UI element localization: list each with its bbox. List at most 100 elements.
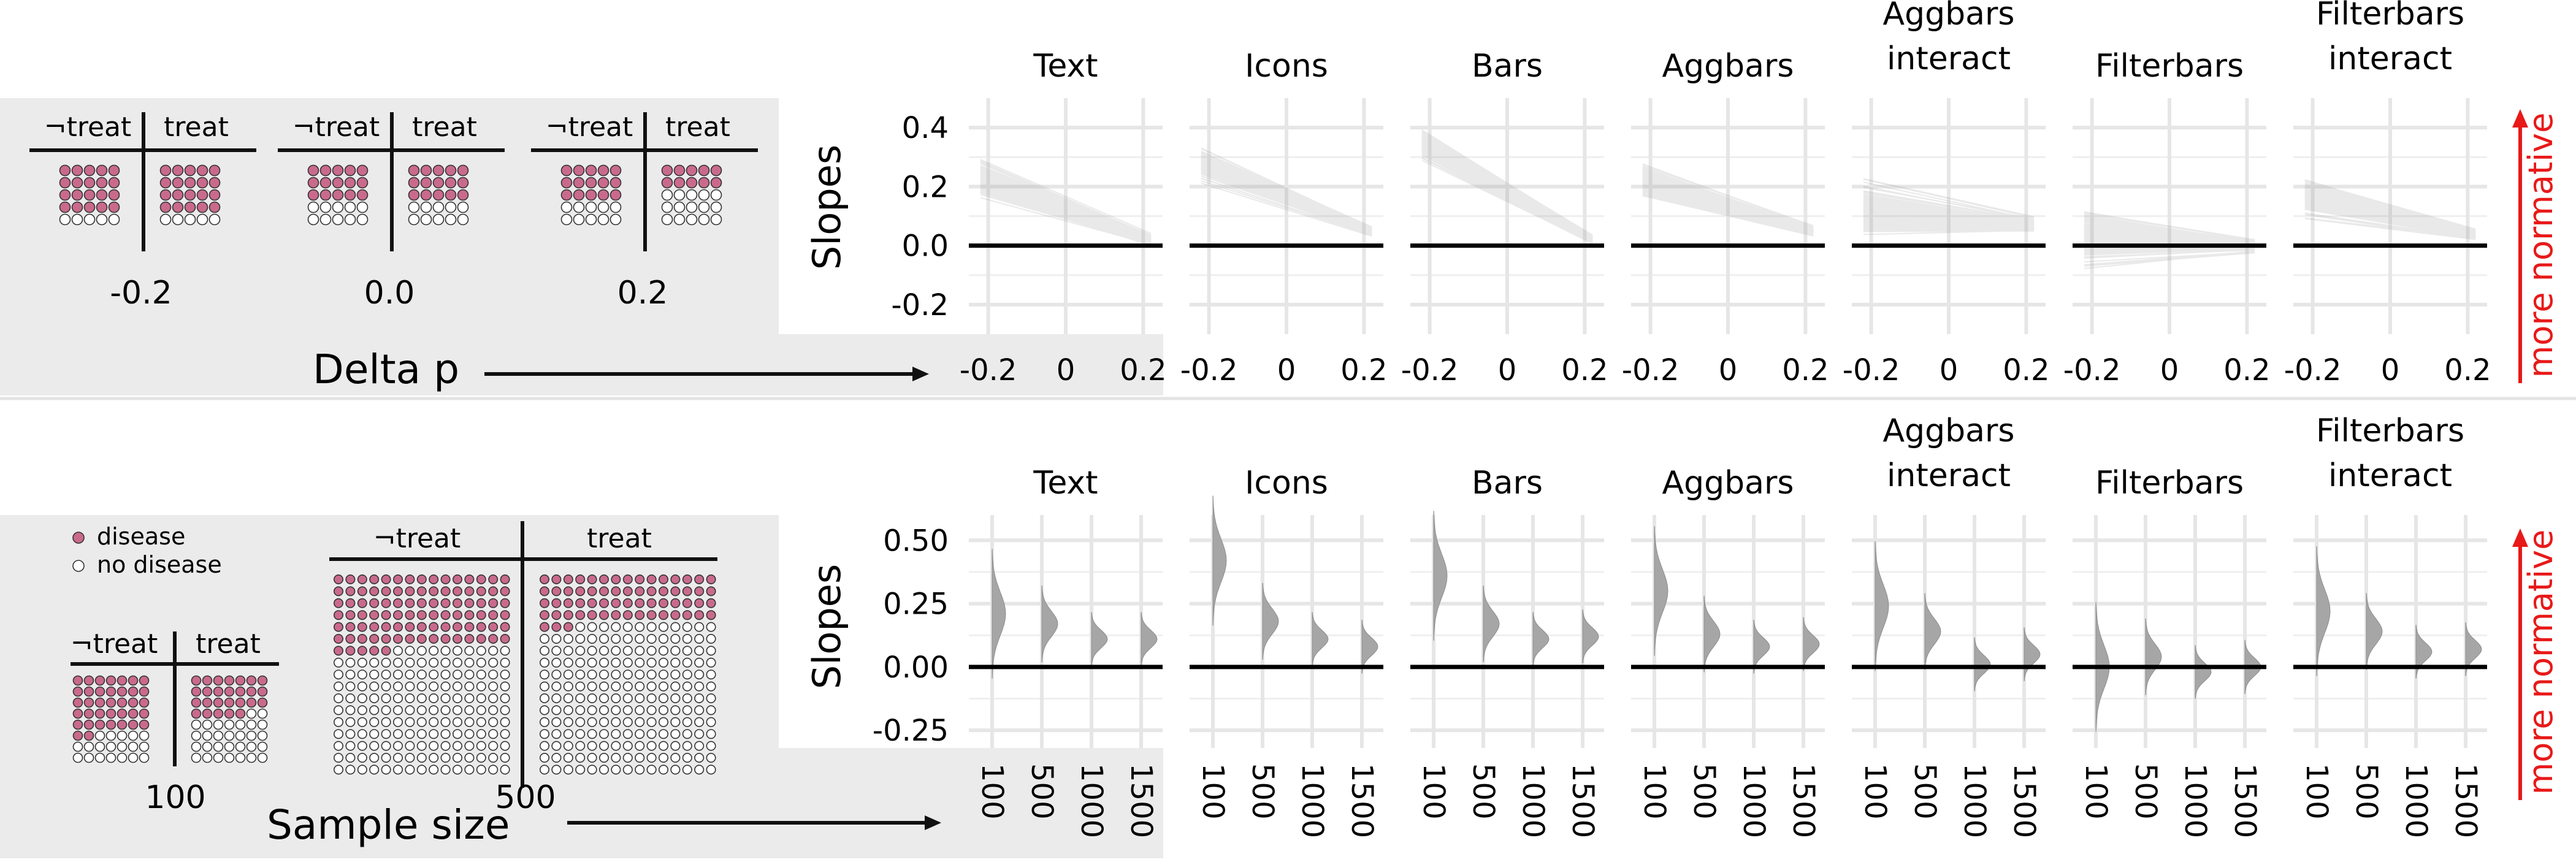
no-disease-dot: [345, 669, 356, 680]
panel-title-top: Text: [1033, 48, 1098, 85]
slope-line: [1421, 136, 1593, 238]
disease-dot: [59, 164, 71, 177]
disease-dot: [83, 697, 94, 708]
slope-line: [1642, 182, 1814, 232]
slope-line: [1863, 197, 2035, 222]
slope-line: [1201, 172, 1372, 234]
no-disease-dot: [416, 669, 427, 680]
slope-line: [1863, 210, 2035, 227]
slope-line: [2084, 231, 2255, 246]
slope-line: [1421, 146, 1593, 240]
no-disease-dot: [476, 765, 486, 775]
slope-line: [1863, 204, 2035, 224]
no-disease-dot: [488, 657, 499, 668]
slope-line: [1201, 172, 1372, 234]
slope-line: [1642, 169, 1814, 230]
disease-dot: [332, 189, 344, 201]
x-tick-label-top: -0.2: [1180, 353, 1238, 387]
slope-line: [980, 168, 1152, 237]
disease-dot: [224, 686, 235, 697]
slope-line: [1863, 211, 2035, 225]
slope-line: [1863, 206, 2035, 226]
slope-lines: [980, 159, 1152, 246]
slope-line: [1863, 229, 2035, 232]
slope-line: [1201, 162, 1372, 232]
no-disease-dot: [710, 189, 722, 201]
disease-dot: [476, 598, 486, 608]
slope-line: [980, 176, 1152, 242]
disease-dot: [500, 598, 510, 608]
slope-line: [2304, 193, 2476, 235]
slope-line: [1863, 202, 2035, 223]
delta-p-example: ¬treat treat-0.2: [29, 112, 256, 311]
slope-line: [1421, 143, 1593, 240]
x-tick-label-top: -0.2: [2063, 353, 2121, 387]
slope-line: [1421, 141, 1593, 241]
no-disease-dot: [445, 201, 457, 213]
disease-dot: [333, 574, 343, 584]
slope-line: [1863, 226, 2035, 230]
slope-line: [1421, 137, 1593, 239]
disease-dot: [196, 201, 208, 213]
slope-line: [980, 175, 1152, 241]
no-disease-dot: [694, 622, 705, 632]
no-disease-dot: [416, 705, 427, 715]
x-tick-label-bottom: 1500: [1565, 763, 1600, 838]
disease-dot: [445, 164, 457, 177]
disease-dot: [128, 697, 139, 708]
no-disease-dot: [563, 705, 573, 715]
slope-line: [1421, 143, 1593, 242]
slope-line: [2304, 202, 2476, 237]
no-disease-dot: [369, 765, 380, 775]
slope-line: [2084, 248, 2255, 253]
slope-line: [1642, 188, 1814, 234]
slope-line: [1201, 156, 1372, 232]
no-disease-dot: [694, 634, 705, 644]
slope-line: [2304, 199, 2476, 237]
x-tick-label-top: -0.2: [1622, 353, 1680, 387]
no-disease-dot: [416, 729, 427, 739]
legend-no-disease-dot: [72, 560, 85, 572]
slope-line: [1201, 162, 1372, 232]
not-treat-dots: [333, 574, 510, 775]
slope-line: [1863, 201, 2035, 224]
slope-line: [980, 192, 1152, 244]
y-tick-label-top: 0.2: [902, 170, 949, 204]
slope-line: [1863, 216, 2035, 228]
violin-1500: [2465, 622, 2482, 676]
no-disease-dot: [611, 634, 621, 644]
slope-line: [1201, 168, 1372, 234]
slope-line: [980, 172, 1152, 240]
x-tick-label-bottom: 500: [2349, 763, 2383, 820]
no-disease-dot: [445, 213, 457, 226]
disease-dot: [464, 586, 475, 597]
no-disease-dot: [635, 646, 645, 656]
slope-line: [1642, 183, 1814, 234]
disease-dot: [445, 177, 457, 189]
disease-dot: [488, 610, 499, 620]
slope-line: [2304, 194, 2476, 234]
slope-line: [2304, 188, 2476, 232]
slope-line: [1201, 180, 1372, 236]
slope-line: [980, 172, 1152, 239]
slope-line: [2084, 249, 2255, 257]
slope-line: [1201, 161, 1372, 231]
x-tick-label-bottom: 500: [1687, 763, 1721, 820]
slope-line: [1201, 152, 1372, 228]
slope-line: [1642, 185, 1814, 232]
slope-line: [1421, 131, 1593, 238]
slope-line: [980, 172, 1152, 239]
disease-dot: [392, 622, 403, 632]
slope-line: [1421, 146, 1593, 240]
disease-dot: [500, 622, 510, 632]
slope-line: [2304, 185, 2476, 232]
slope-line: [2304, 191, 2476, 235]
no-disease-dot: [184, 213, 196, 226]
no-disease-dot: [575, 669, 586, 680]
violin-500: [1703, 595, 1721, 673]
slope-line: [1421, 142, 1593, 240]
slope-line: [1863, 206, 2035, 226]
slope-line: [2304, 204, 2476, 238]
no-disease-dot: [440, 717, 451, 727]
slope-line: [980, 175, 1152, 239]
